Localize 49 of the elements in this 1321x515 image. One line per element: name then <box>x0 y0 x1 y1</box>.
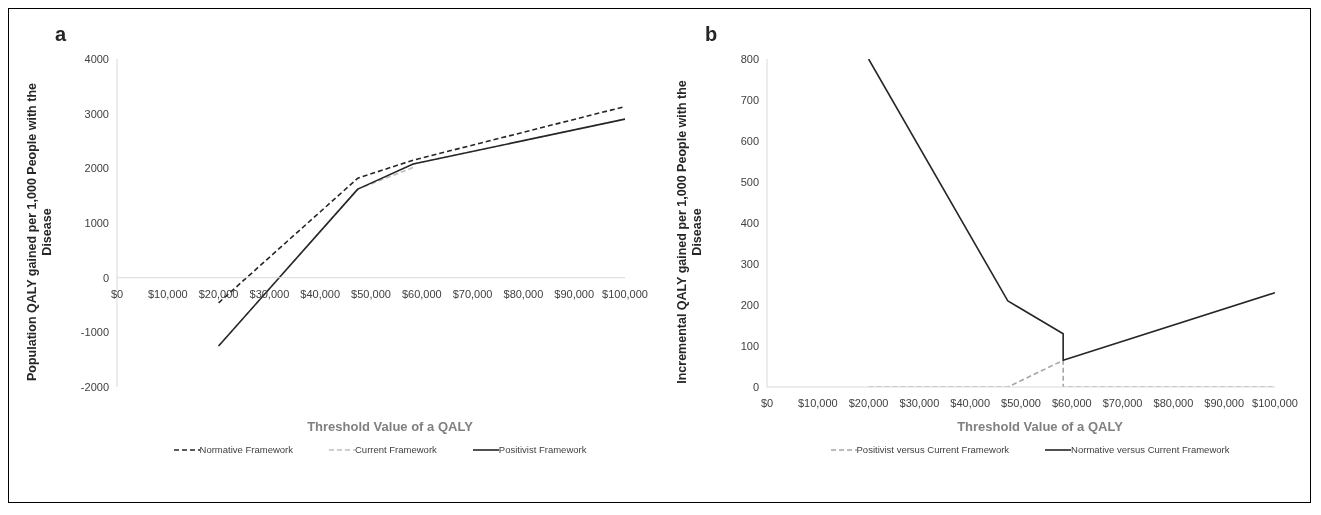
y-tick-label: -1000 <box>80 326 109 339</box>
x-tick-label: $10,000 <box>797 397 838 409</box>
x-tick-label: $10,000 <box>147 287 188 300</box>
x-tick-label: $40,000 <box>950 397 991 409</box>
y-tick-label: 0 <box>102 271 109 284</box>
x-tick-label: $0 <box>760 397 774 409</box>
y-axis-title: Population QALY gained per 1,000 People with the Disease <box>25 82 55 383</box>
y-tick-label: 600 <box>740 134 759 147</box>
y-tick-label: 400 <box>740 216 759 229</box>
y-tick-label: 0 <box>752 380 759 393</box>
x-tick-label: $100,000 <box>1252 397 1298 409</box>
y-tick-label: 800 <box>740 52 759 65</box>
x-tick-label: $70,000 <box>452 287 493 300</box>
x-tick-label: $40,000 <box>300 287 341 300</box>
x-tick-label: $90,000 <box>554 287 595 300</box>
y-axis-title: Incremental QALY gained per 1,000 People with the Disease <box>675 79 705 386</box>
x-tick-label: $70,000 <box>1102 397 1143 409</box>
x-tick-label: $100,000 <box>602 287 648 300</box>
x-tick-label: $20,000 <box>848 397 889 409</box>
y-tick-label: 300 <box>740 257 759 270</box>
y-tick-label: 200 <box>740 298 759 311</box>
y-tick-label: 4000 <box>84 52 109 65</box>
x-tick-label: $50,000 <box>1001 397 1041 409</box>
x-tick-label: $30,000 <box>899 397 940 409</box>
legend-label: Normative versus Current Framework <box>1071 444 1230 455</box>
x-tick-label: $80,000 <box>503 287 544 300</box>
x-tick-label: $60,000 <box>1051 397 1092 409</box>
chart-title: b <box>705 23 719 47</box>
x-tick-label: $60,000 <box>401 287 442 300</box>
y-tick-label: 500 <box>740 175 759 188</box>
legend-label: Positivist versus Current Framework <box>856 444 1010 455</box>
y-tick-label: 700 <box>740 93 759 106</box>
y-tick-label: 100 <box>740 339 759 352</box>
y-tick-label: 2000 <box>84 162 109 175</box>
legend-label: Positivist Framework <box>498 444 587 455</box>
y-tick-label: -2000 <box>80 380 109 393</box>
x-tick-label: $0 <box>110 287 124 300</box>
line-series <box>867 59 1275 362</box>
y-tick-label: 3000 <box>84 107 109 120</box>
x-axis-title: Threshold Value of a QALY <box>306 419 474 434</box>
chart-title: a <box>55 23 68 47</box>
y-tick-label: 1000 <box>84 216 109 229</box>
x-tick-label: $90,000 <box>1204 397 1245 409</box>
x-axis-title: Threshold Value of a QALY <box>956 419 1124 434</box>
x-tick-label: $80,000 <box>1153 397 1194 409</box>
legend-label: Normative Framework <box>199 444 293 455</box>
legend-label: Current Framework <box>354 444 437 455</box>
x-tick-label: $20,000 <box>198 287 239 300</box>
x-tick-label: $50,000 <box>351 287 391 300</box>
